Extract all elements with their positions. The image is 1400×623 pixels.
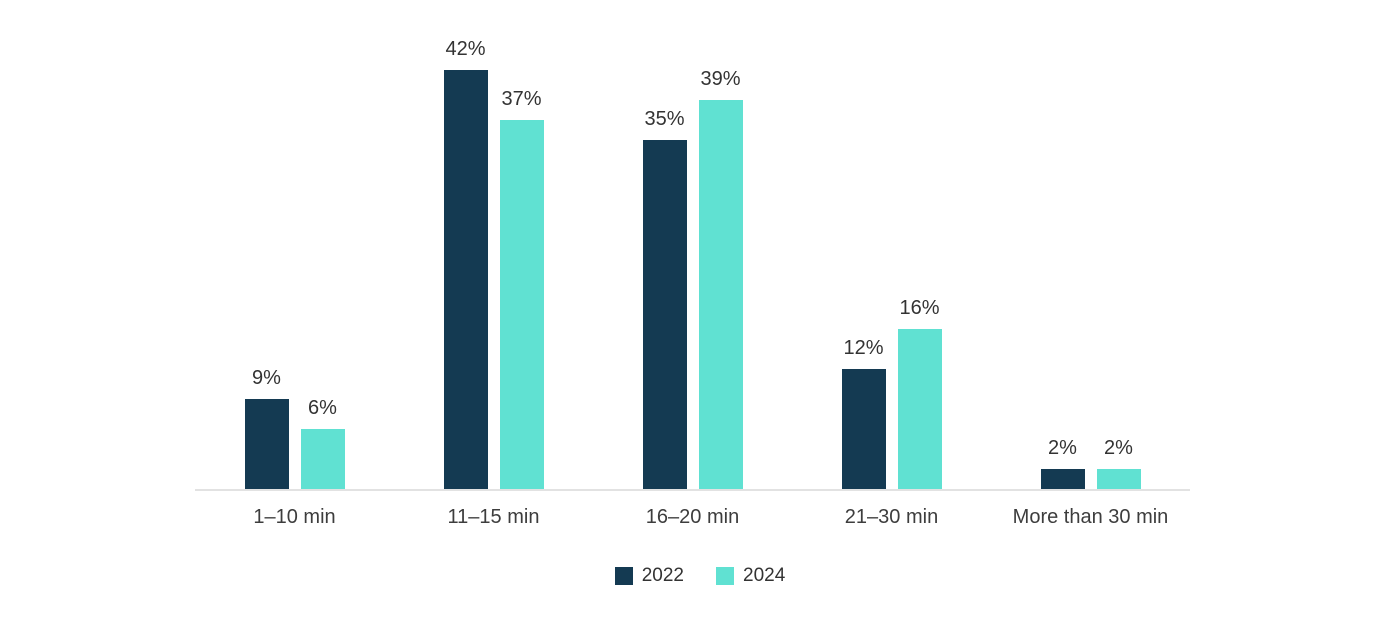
- x-axis-label: 16–20 min: [645, 506, 740, 528]
- bar-wrap-2022: 2%: [1040, 437, 1085, 489]
- x-axis-label: 11–15 min: [447, 506, 540, 528]
- category-group: 2% 2%: [991, 0, 1190, 489]
- category-group: 42% 37%: [394, 0, 593, 489]
- value-label: 2%: [1104, 437, 1133, 459]
- legend-swatch-2024: [716, 567, 734, 585]
- value-label: 9%: [252, 367, 281, 389]
- bar-2024: [897, 329, 942, 489]
- bar-wrap-2024: 39%: [698, 68, 743, 489]
- value-label: 42%: [445, 38, 486, 60]
- value-label: 16%: [899, 297, 940, 319]
- bar-2022: [1040, 469, 1085, 489]
- legend-label-2024: 2024: [743, 565, 786, 586]
- bar-2024: [499, 120, 544, 489]
- legend-swatch-2022: [614, 567, 633, 585]
- legend-item-2022: 2022: [614, 565, 684, 587]
- bar-2022: [244, 399, 289, 489]
- bar-wrap-2024: 37%: [499, 88, 544, 489]
- bar-wrap-2022: 35%: [642, 108, 687, 489]
- bar-wrap-2024: 6%: [300, 397, 345, 489]
- bar-wrap-2022: 9%: [244, 367, 289, 489]
- bar-wrap-2022: 12%: [841, 337, 886, 489]
- x-axis-label: 21–30 min: [844, 506, 939, 528]
- legend-item-2024: 2024: [716, 565, 785, 587]
- value-label: 39%: [700, 68, 741, 90]
- category-group: 35% 39%: [593, 0, 792, 489]
- bar-2024: [300, 429, 345, 489]
- bar-2022: [841, 369, 886, 489]
- x-axis-label: More than 30 min: [1012, 506, 1169, 528]
- plot-area: 9% 6% 42% 37% 35% 39% 12% 16% 2% 2%: [195, 0, 1190, 491]
- category-group: 12% 16%: [792, 0, 991, 489]
- x-axis-label: 1–10 min: [253, 506, 336, 528]
- bar-2022: [443, 70, 488, 489]
- value-label: 12%: [843, 337, 884, 359]
- value-label: 35%: [644, 108, 685, 130]
- value-label: 37%: [501, 88, 542, 110]
- bar-2022: [642, 140, 687, 489]
- value-label: 2%: [1048, 437, 1077, 459]
- bar-2024: [698, 100, 743, 489]
- value-label: 6%: [308, 397, 337, 419]
- bar-wrap-2024: 2%: [1096, 437, 1141, 489]
- bar-wrap-2024: 16%: [897, 297, 942, 489]
- legend: 2022 2024: [0, 565, 1400, 587]
- bar-wrap-2022: 42%: [443, 38, 488, 489]
- category-group: 9% 6%: [195, 0, 394, 489]
- legend-label-2022: 2022: [641, 565, 684, 586]
- x-axis-labels: 1–10 min 11–15 min 16–20 min 21–30 min More …: [195, 506, 1190, 529]
- bar-2024: [1096, 469, 1141, 489]
